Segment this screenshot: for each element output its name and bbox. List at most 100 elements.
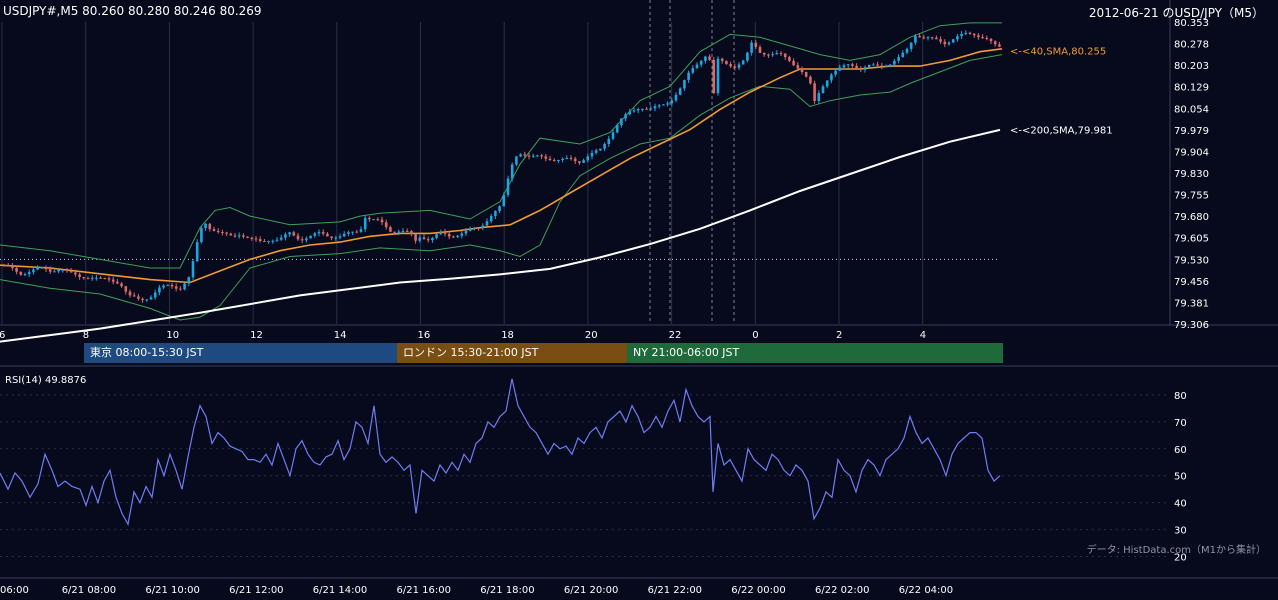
candle-body xyxy=(599,148,602,151)
price-tick-label: 79.904 xyxy=(1174,147,1209,158)
candle-body xyxy=(561,158,564,160)
time-tick-label: 20 xyxy=(585,330,598,341)
candle-body xyxy=(431,237,434,241)
candle-body xyxy=(985,37,989,39)
candle-body xyxy=(947,42,951,45)
candle-body xyxy=(935,37,938,40)
candle-body xyxy=(65,269,69,271)
candle-body xyxy=(817,93,821,102)
bollinger-bands xyxy=(0,22,1003,321)
candle-body xyxy=(15,268,18,272)
candle-body xyxy=(888,64,892,67)
candle-body xyxy=(981,37,984,39)
candle-body xyxy=(204,223,207,229)
candle-body xyxy=(951,39,955,43)
price-tick-label: 80.203 xyxy=(1174,61,1209,72)
candle-body xyxy=(443,231,447,234)
candle-body xyxy=(128,291,132,296)
candle-body xyxy=(762,52,766,55)
candle-body xyxy=(754,42,758,48)
candle-body xyxy=(834,70,837,75)
candle-body xyxy=(741,60,745,65)
candle-body xyxy=(788,57,791,61)
chart-title: 2012-06-21 のUSD/JPY（M5） xyxy=(1088,6,1264,20)
candle-body xyxy=(993,41,997,45)
session-markers xyxy=(649,0,735,324)
candle-body xyxy=(956,36,959,40)
candle-body xyxy=(712,59,716,94)
rsi-line xyxy=(0,378,1001,526)
bollinger-upper xyxy=(0,22,1002,269)
time-tick-label: 4 xyxy=(920,330,926,341)
candle-body xyxy=(645,108,648,110)
candle-body xyxy=(267,241,270,243)
candle-body xyxy=(918,36,921,38)
candle-body xyxy=(641,108,644,110)
candle-body xyxy=(48,269,52,272)
candle-body xyxy=(145,299,149,301)
price-tick-label: 79.306 xyxy=(1174,320,1209,331)
candle-body xyxy=(821,86,825,94)
candle-body xyxy=(977,35,980,38)
candle-body xyxy=(620,118,623,126)
candle-body xyxy=(384,222,388,228)
candle-body xyxy=(401,231,405,233)
sma-labels: <-<40,SMA,80.255 <-<200,SMA,79.981 xyxy=(1010,46,1113,136)
candle-body xyxy=(195,242,199,262)
rsi-axis: 80 70 60 50 40 30 20 xyxy=(1174,391,1187,564)
candle-body xyxy=(716,58,720,94)
candle-body xyxy=(800,68,804,72)
candle-body xyxy=(317,232,321,234)
candle-body xyxy=(636,109,640,111)
candle-body xyxy=(842,65,846,68)
candle-body xyxy=(594,150,598,153)
candle-body xyxy=(19,271,23,275)
sma-40-label: <-<40,SMA,80.255 xyxy=(1010,46,1106,57)
candle-body xyxy=(2,265,6,267)
candle-body xyxy=(418,237,422,241)
rsi-tick-label: 40 xyxy=(1174,499,1187,510)
sma-200-line xyxy=(0,128,1001,343)
candle-body xyxy=(95,277,98,279)
rsi-tick-label: 20 xyxy=(1174,553,1187,564)
candle-body xyxy=(456,235,459,237)
rsi-tick-label: 80 xyxy=(1174,391,1187,402)
candle-body xyxy=(103,277,107,279)
candle-body xyxy=(662,104,665,106)
candle-body xyxy=(334,237,338,239)
candle-body xyxy=(775,53,779,55)
candle-body xyxy=(653,106,657,109)
candle-body xyxy=(464,230,468,234)
bottom-time-label: 6/22 02:00 xyxy=(815,585,869,596)
rsi-grid xyxy=(0,365,1278,558)
time-tick-label: 8 xyxy=(83,330,89,341)
candle-body xyxy=(426,239,430,241)
price-tick-label: 79.680 xyxy=(1174,212,1209,223)
candle-body xyxy=(804,71,808,77)
candle-body xyxy=(557,159,560,161)
candle-body xyxy=(897,57,900,61)
candle-body xyxy=(590,152,594,157)
candle-body xyxy=(120,283,123,287)
price-tick-label: 79.830 xyxy=(1174,169,1209,180)
candle-body xyxy=(32,269,35,273)
candle-body xyxy=(342,233,346,237)
candle-body xyxy=(846,64,850,66)
candle-body xyxy=(855,65,858,69)
candle-body xyxy=(624,114,627,119)
candle-body xyxy=(187,277,191,284)
candle-body xyxy=(389,227,392,232)
candle-body xyxy=(540,155,543,157)
candle-body xyxy=(851,64,854,66)
time-tick-label: 14 xyxy=(334,330,347,341)
candle-body xyxy=(82,276,86,279)
candle-body xyxy=(380,219,384,223)
candle-body xyxy=(183,283,186,290)
candle-body xyxy=(725,61,728,65)
candle-body xyxy=(221,231,224,233)
candle-body xyxy=(410,231,413,235)
candle-body xyxy=(578,161,581,163)
candle-body xyxy=(632,110,636,112)
bottom-time-label: 6/21 20:00 xyxy=(564,585,618,596)
